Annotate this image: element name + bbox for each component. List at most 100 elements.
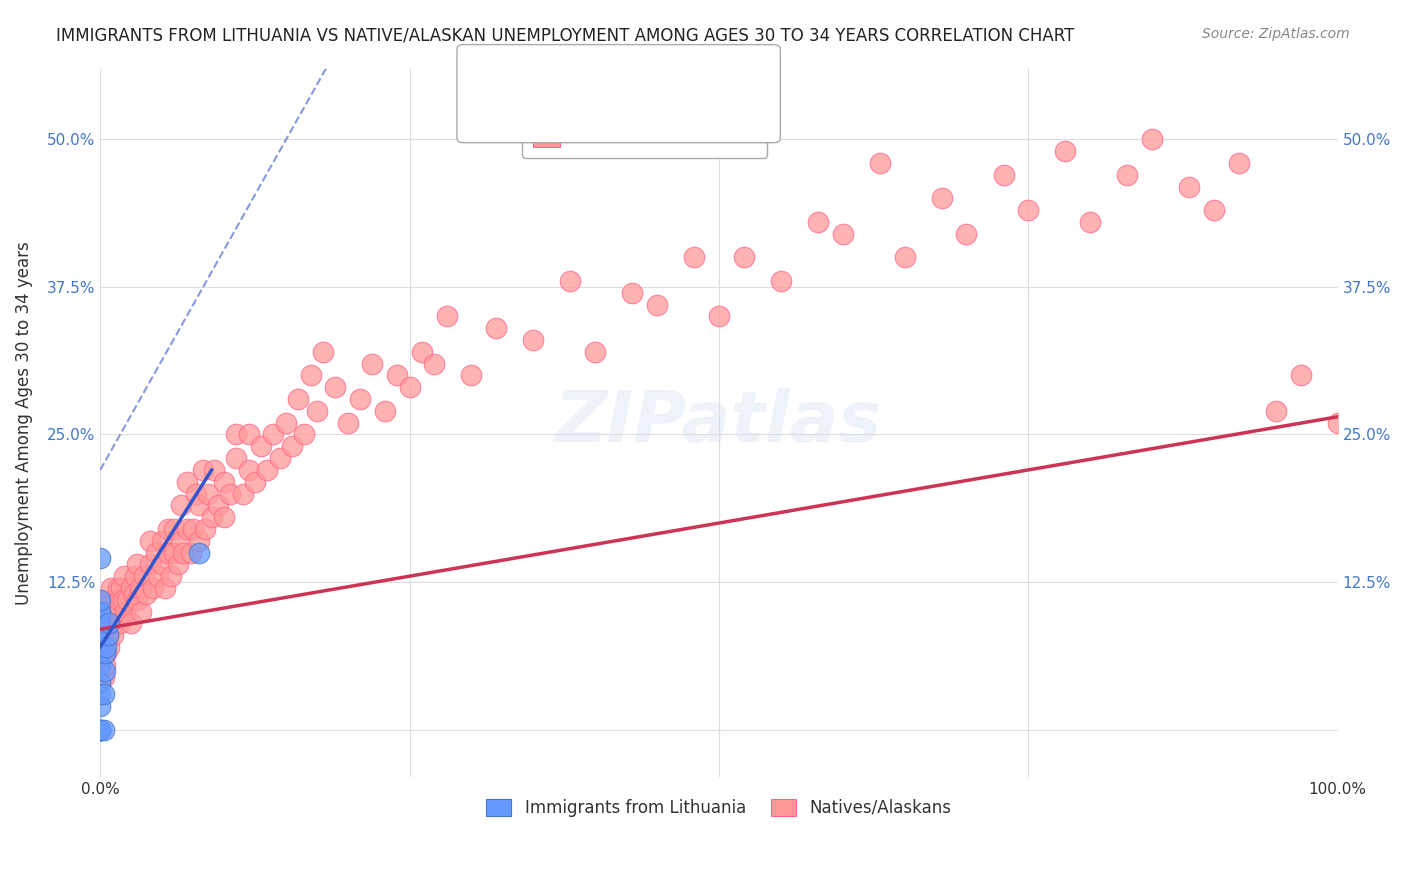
Immigrants from Lithuania (89, 551, 111, 566)
Immigrants from Lithuania (93, 687, 115, 701)
Immigrants from Lithuania (93, 723, 115, 737)
Natives/Alaskans (170, 533, 193, 548)
Immigrants from Lithuania (96, 640, 118, 654)
Natives/Alaskans (411, 344, 433, 359)
Natives/Alaskans (93, 669, 115, 683)
Natives/Alaskans (387, 368, 409, 383)
Natives/Alaskans (101, 616, 124, 631)
Natives/Alaskans (1264, 404, 1286, 418)
Natives/Alaskans (128, 581, 150, 595)
Natives/Alaskans (238, 427, 260, 442)
Natives/Alaskans (172, 545, 194, 559)
Natives/Alaskans (184, 486, 207, 500)
Immigrants from Lithuania (97, 628, 120, 642)
Natives/Alaskans (485, 321, 508, 335)
Natives/Alaskans (127, 558, 149, 572)
Natives/Alaskans (733, 251, 755, 265)
Natives/Alaskans (238, 463, 260, 477)
Natives/Alaskans (153, 581, 176, 595)
Immigrants from Lithuania (89, 634, 111, 648)
Natives/Alaskans (167, 558, 190, 572)
Natives/Alaskans (560, 274, 582, 288)
Natives/Alaskans (1289, 368, 1312, 383)
Natives/Alaskans (148, 569, 170, 583)
Natives/Alaskans (336, 416, 359, 430)
Natives/Alaskans (225, 427, 247, 442)
Natives/Alaskans (232, 486, 254, 500)
Natives/Alaskans (312, 344, 335, 359)
Immigrants from Lithuania (89, 646, 111, 660)
Natives/Alaskans (250, 439, 273, 453)
Natives/Alaskans (374, 404, 396, 418)
Natives/Alaskans (108, 616, 131, 631)
Natives/Alaskans (96, 628, 118, 642)
Immigrants from Lithuania (89, 675, 111, 690)
Natives/Alaskans (108, 592, 131, 607)
Natives/Alaskans (139, 558, 162, 572)
Immigrants from Lithuania (89, 723, 111, 737)
Natives/Alaskans (127, 592, 149, 607)
Natives/Alaskans (89, 675, 111, 690)
Natives/Alaskans (163, 545, 186, 559)
Natives/Alaskans (707, 310, 730, 324)
Natives/Alaskans (188, 499, 211, 513)
Natives/Alaskans (1017, 203, 1039, 218)
Natives/Alaskans (180, 545, 202, 559)
Natives/Alaskans (97, 640, 120, 654)
Natives/Alaskans (269, 451, 291, 466)
Natives/Alaskans (157, 522, 180, 536)
Immigrants from Lithuania (89, 723, 111, 737)
Natives/Alaskans (89, 646, 111, 660)
Natives/Alaskans (129, 605, 152, 619)
Natives/Alaskans (157, 545, 180, 559)
Natives/Alaskans (117, 592, 139, 607)
Natives/Alaskans (191, 463, 214, 477)
Natives/Alaskans (256, 463, 278, 477)
Immigrants from Lithuania (89, 592, 111, 607)
Natives/Alaskans (150, 533, 173, 548)
Natives/Alaskans (202, 463, 225, 477)
Natives/Alaskans (207, 499, 229, 513)
Y-axis label: Unemployment Among Ages 30 to 34 years: Unemployment Among Ages 30 to 34 years (15, 241, 32, 605)
Natives/Alaskans (111, 592, 134, 607)
Natives/Alaskans (305, 404, 328, 418)
Natives/Alaskans (893, 251, 915, 265)
Natives/Alaskans (135, 587, 157, 601)
Immigrants from Lithuania (89, 687, 111, 701)
Natives/Alaskans (1178, 179, 1201, 194)
Natives/Alaskans (89, 664, 111, 678)
Immigrants from Lithuania (97, 616, 120, 631)
Natives/Alaskans (194, 522, 217, 536)
Text: ZIPatlas: ZIPatlas (555, 388, 883, 458)
Immigrants from Lithuania (89, 616, 111, 631)
Immigrants from Lithuania (89, 699, 111, 714)
Natives/Alaskans (163, 522, 186, 536)
Natives/Alaskans (423, 357, 446, 371)
Natives/Alaskans (122, 587, 145, 601)
Natives/Alaskans (97, 616, 120, 631)
Natives/Alaskans (931, 191, 953, 205)
Immigrants from Lithuania (89, 723, 111, 737)
Natives/Alaskans (112, 569, 135, 583)
Natives/Alaskans (105, 610, 128, 624)
Natives/Alaskans (89, 652, 111, 666)
Immigrants from Lithuania (188, 545, 211, 559)
Natives/Alaskans (287, 392, 309, 406)
Legend: Immigrants from Lithuania, Natives/Alaskans: Immigrants from Lithuania, Natives/Alask… (478, 790, 960, 825)
Natives/Alaskans (89, 628, 111, 642)
Natives/Alaskans (769, 274, 792, 288)
Natives/Alaskans (89, 616, 111, 631)
Natives/Alaskans (94, 657, 117, 672)
Immigrants from Lithuania (89, 605, 111, 619)
Natives/Alaskans (145, 545, 167, 559)
Natives/Alaskans (114, 605, 136, 619)
Immigrants from Lithuania (94, 646, 117, 660)
Natives/Alaskans (96, 646, 118, 660)
Natives/Alaskans (1227, 156, 1250, 170)
Natives/Alaskans (1078, 215, 1101, 229)
Natives/Alaskans (212, 475, 235, 489)
Natives/Alaskans (139, 533, 162, 548)
Natives/Alaskans (683, 251, 706, 265)
Natives/Alaskans (398, 380, 420, 394)
Natives/Alaskans (101, 628, 124, 642)
